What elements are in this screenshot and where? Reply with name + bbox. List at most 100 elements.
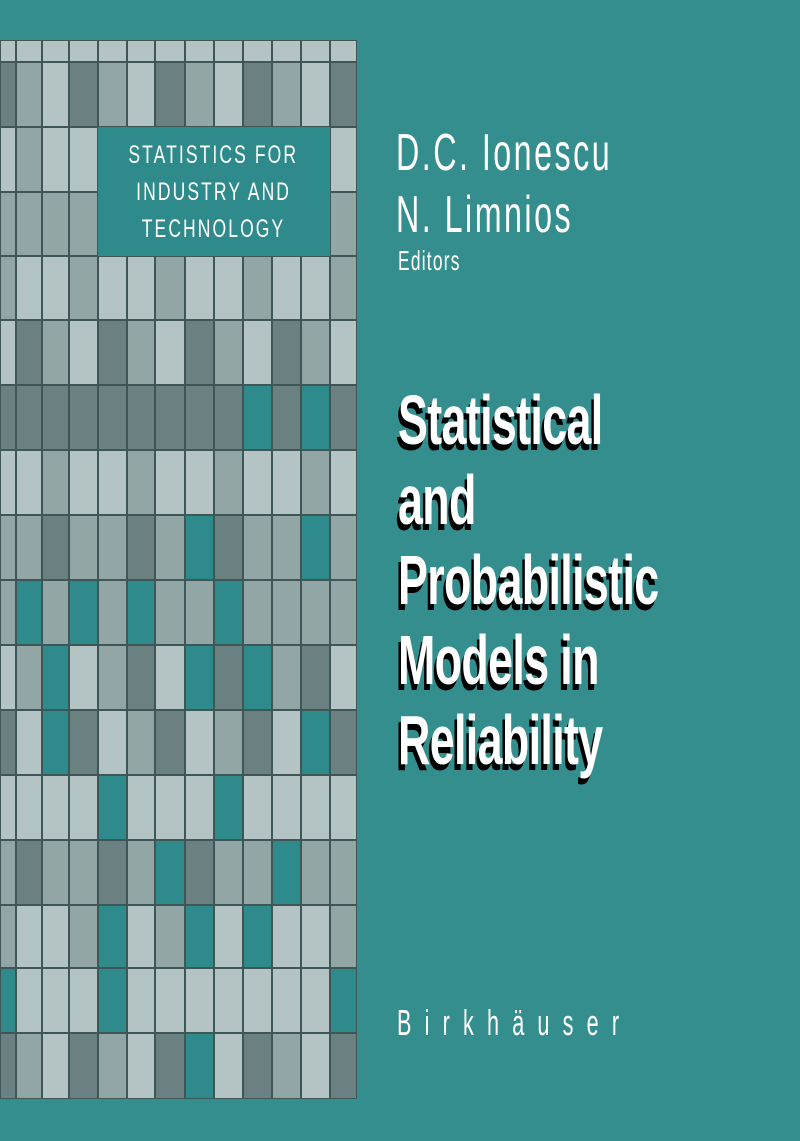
mosaic-tile — [214, 840, 243, 905]
mosaic-tile — [301, 580, 330, 645]
mosaic-tile — [16, 62, 42, 127]
mosaic-tile — [127, 385, 155, 450]
mosaic-tile — [185, 385, 214, 450]
mosaic-tile — [98, 385, 127, 450]
mosaic-tile — [185, 645, 214, 710]
mosaic-tile — [16, 450, 42, 515]
mosaic-tile — [243, 450, 272, 515]
mosaic-tile — [98, 1033, 127, 1099]
mosaic-tile — [0, 580, 16, 645]
book-title: Statistical and Probabilistic Models in … — [398, 380, 800, 780]
mosaic-tile — [185, 710, 214, 775]
mosaic-tile — [127, 320, 155, 385]
mosaic-tile — [185, 40, 214, 62]
mosaic-tile — [330, 710, 357, 775]
mosaic-tile — [69, 968, 98, 1033]
mosaic-tile — [127, 450, 155, 515]
mosaic-tile — [98, 775, 127, 840]
mosaic-tile — [16, 40, 42, 62]
mosaic-tile — [69, 775, 98, 840]
mosaic-tile — [16, 710, 42, 775]
mosaic-tile — [0, 62, 16, 127]
mosaic-tile — [301, 40, 330, 62]
mosaic-tile — [155, 385, 185, 450]
mosaic-tile — [243, 320, 272, 385]
mosaic-tile — [42, 905, 69, 968]
title-line: Reliability — [398, 701, 603, 779]
mosaic-tile — [0, 192, 16, 256]
mosaic-tile — [214, 256, 243, 320]
mosaic-tile — [185, 320, 214, 385]
mosaic-tile — [272, 1033, 301, 1099]
mosaic-tile — [69, 710, 98, 775]
mosaic-tile — [127, 515, 155, 580]
mosaic-tile — [330, 515, 357, 580]
mosaic-tile — [42, 580, 69, 645]
mosaic-tile — [214, 710, 243, 775]
mosaic-tile — [330, 256, 357, 320]
title-line: Statistical — [398, 381, 603, 459]
mosaic-tile — [42, 840, 69, 905]
mosaic-tile — [330, 192, 357, 256]
mosaic-tile — [42, 645, 69, 710]
mosaic-tile — [69, 840, 98, 905]
mosaic-tile — [127, 968, 155, 1033]
mosaic-tile — [330, 968, 357, 1033]
mosaic-tile — [330, 840, 357, 905]
mosaic-tile — [16, 385, 42, 450]
mosaic-tile — [42, 775, 69, 840]
mosaic-tile — [0, 775, 16, 840]
mosaic-tile — [214, 580, 243, 645]
mosaic-tile — [42, 515, 69, 580]
author-name: N. Limnios — [396, 186, 574, 244]
mosaic-tile — [185, 62, 214, 127]
mosaic-tile — [69, 127, 98, 192]
mosaic-tile — [185, 968, 214, 1033]
mosaic-tile — [330, 127, 357, 192]
mosaic-tile — [272, 840, 301, 905]
mosaic-tile — [330, 320, 357, 385]
mosaic-tile — [243, 905, 272, 968]
mosaic-tile — [301, 1033, 330, 1099]
mosaic-tile — [127, 840, 155, 905]
mosaic-tile — [69, 645, 98, 710]
author-name: D.C. Ionescu — [396, 124, 613, 182]
mosaic-tile — [69, 40, 98, 62]
mosaic-tile — [127, 710, 155, 775]
mosaic-tile — [301, 840, 330, 905]
mosaic-tile — [301, 775, 330, 840]
mosaic-tile — [0, 905, 16, 968]
mosaic-tile — [214, 40, 243, 62]
mosaic-tile — [301, 385, 330, 450]
mosaic-tile — [0, 968, 16, 1033]
mosaic-tile — [301, 515, 330, 580]
mosaic-tile — [0, 515, 16, 580]
mosaic-tile — [16, 580, 42, 645]
mosaic-tile — [98, 256, 127, 320]
mosaic-tile — [243, 515, 272, 580]
mosaic-tile — [69, 905, 98, 968]
mosaic-tile — [185, 905, 214, 968]
mosaic-tile — [272, 710, 301, 775]
mosaic-tile — [0, 256, 16, 320]
mosaic-tile — [330, 40, 357, 62]
mosaic-tile — [0, 127, 16, 192]
editors-label: Editors — [398, 245, 461, 276]
mosaic-tile — [330, 385, 357, 450]
mosaic-tile — [272, 256, 301, 320]
mosaic-tile — [185, 840, 214, 905]
mosaic-tile — [16, 256, 42, 320]
mosaic-tile — [42, 968, 69, 1033]
mosaic-tile — [330, 645, 357, 710]
mosaic-tile — [214, 1033, 243, 1099]
mosaic-tile — [42, 256, 69, 320]
mosaic-tile — [155, 450, 185, 515]
mosaic-tile — [301, 62, 330, 127]
mosaic-tile — [330, 450, 357, 515]
mosaic-tile — [98, 840, 127, 905]
mosaic-tile — [301, 905, 330, 968]
mosaic-tile — [16, 127, 42, 192]
mosaic-tile — [243, 1033, 272, 1099]
mosaic-tile — [214, 645, 243, 710]
mosaic-tile — [272, 40, 301, 62]
